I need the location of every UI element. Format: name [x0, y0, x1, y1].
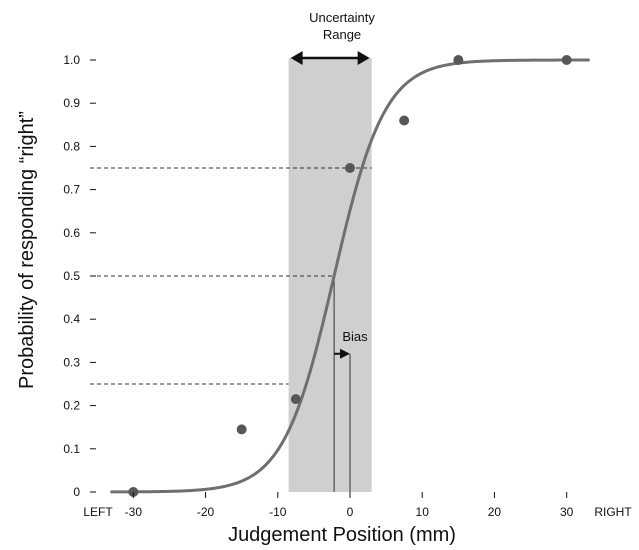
y-tick-label-4: 0.4	[63, 312, 80, 326]
y-tick-label-3: 0.3	[63, 355, 80, 369]
uncertainty-arrow-left-head	[290, 51, 303, 65]
data-point-3	[290, 394, 301, 405]
y-tick-label-2: 0.2	[63, 399, 80, 413]
uncertainty-arrow-right-head	[357, 51, 370, 65]
data-point-6	[453, 55, 464, 65]
y-tick-label-6: 0.6	[63, 226, 80, 240]
x-tick-label-6: 30	[560, 505, 574, 519]
x-tick-label-2: -10	[269, 505, 287, 519]
x-axis-right-end-label: RIGHT	[594, 505, 632, 519]
y-tick-label-10: 1.0	[63, 53, 80, 67]
data-point-layer	[128, 55, 572, 497]
bias-arrow-head	[340, 348, 350, 359]
x-tick-label-1: -20	[197, 505, 215, 519]
fit-curve	[110, 58, 590, 494]
y-tick-label-9: 0.9	[63, 96, 80, 110]
uncertainty-range-band	[288, 58, 372, 492]
x-axis-title: Judgement Position (mm)	[228, 524, 456, 546]
bias-arrow-icon	[334, 348, 350, 359]
uncertainty-arrow-icon	[290, 51, 370, 65]
axis-layer: 0 0.1 0.2 0.3 0.4 0.5 0.6 0.7 0.8 0.9 1.0 -30 -20 -10…	[63, 53, 573, 519]
uncertainty-shade-layer	[288, 58, 372, 492]
data-point-2	[236, 424, 247, 435]
reference-line-layer	[90, 167, 372, 492]
data-point-5	[399, 115, 410, 126]
y-tick-label-7: 0.7	[63, 183, 80, 197]
uncertainty-range-label-line-1: Uncertainty	[309, 10, 375, 25]
x-tick-label-4: 10	[416, 505, 430, 519]
data-point-4	[345, 163, 355, 173]
y-tick-label-8: 0.8	[63, 139, 80, 153]
x-axis-left-end-label: LEFT	[83, 505, 113, 519]
x-tick-label-3: 0	[347, 505, 354, 519]
uncertainty-range-label-line-2: Range	[323, 27, 361, 42]
x-tick-label-0: -30	[125, 505, 143, 519]
y-tick-label-5: 0.5	[63, 269, 80, 283]
bias-label: Bias	[342, 329, 368, 344]
x-tick-label-5: 20	[488, 505, 502, 519]
y-axis-title: Probability of responding “right”	[16, 111, 38, 389]
data-point-7	[561, 55, 572, 65]
y-tick-label-1: 0.1	[63, 442, 80, 456]
fit-curve-layer	[110, 58, 590, 494]
y-tick-label-0: 0	[73, 485, 80, 499]
